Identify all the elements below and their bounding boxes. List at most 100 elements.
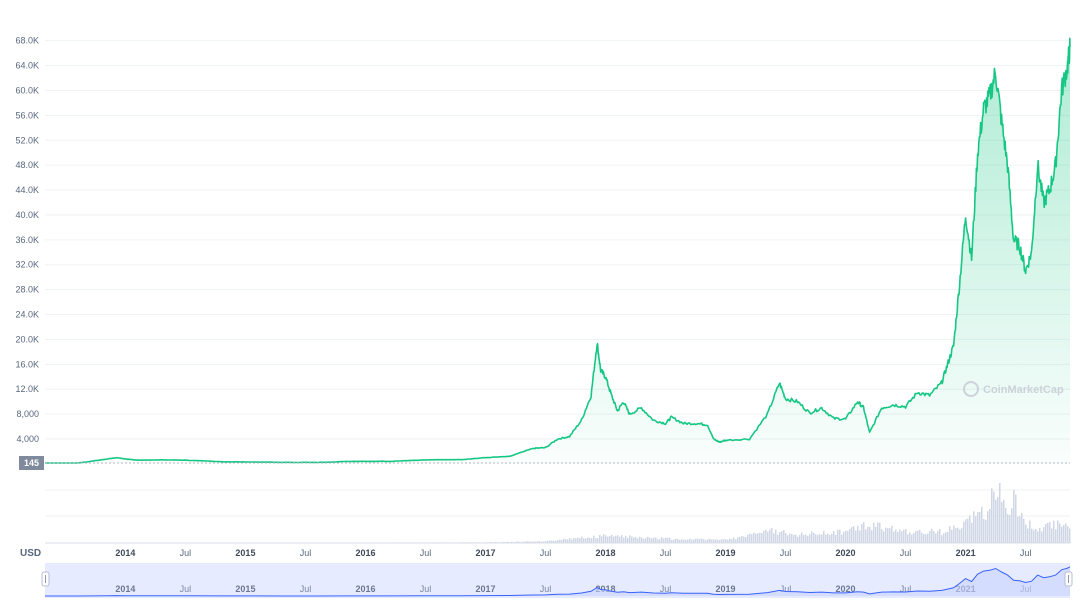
navigator-tick-label: Jul: [780, 584, 792, 594]
volume-bar: [717, 539, 719, 543]
volume-bar: [959, 529, 961, 543]
volume-bar: [859, 530, 861, 543]
x-tick-label: 2020: [836, 548, 856, 558]
volume-bar: [835, 534, 837, 543]
volume-bar: [747, 534, 749, 543]
volume-bar: [685, 539, 687, 543]
volume-bar: [1017, 516, 1019, 543]
volume-bar: [727, 539, 729, 543]
volume-bar: [531, 541, 533, 543]
y-tick-label: 40.0K: [15, 210, 39, 220]
navigator-tick-label: 2018: [595, 584, 615, 594]
volume-bar: [841, 534, 843, 543]
volume-bar: [697, 538, 699, 543]
volume-bar: [713, 539, 715, 543]
x-tick-label: Jul: [900, 548, 912, 558]
volume-bar: [911, 534, 913, 543]
volume-bar: [807, 535, 809, 543]
volume-bar: [975, 516, 977, 543]
volume-bar: [677, 538, 679, 543]
navigator-tick-label: 2016: [355, 584, 375, 594]
volume-bar: [971, 522, 973, 543]
volume-bar: [515, 541, 517, 543]
navigator-handle-left[interactable]: [41, 571, 50, 587]
y-tick-label: 20.0K: [15, 334, 39, 344]
volume-bar: [585, 538, 587, 543]
price-series[interactable]: [45, 37, 1071, 464]
volume-bar: [661, 537, 663, 543]
volume-bar: [729, 538, 731, 543]
volume-bar: [951, 529, 953, 543]
grid-lines: [45, 40, 1070, 517]
volume-bar: [887, 528, 889, 543]
volume-bar: [993, 491, 995, 543]
volume-bar: [637, 538, 639, 543]
volume-bar: [913, 532, 915, 543]
navigator[interactable]: 2014 Jul 2015 Jul 2016 Jul 2017 Jul 2018 Jul 2019 J…: [41, 563, 1073, 598]
navigator-area: [45, 566, 1070, 596]
volume-bar: [715, 539, 717, 543]
volume-bar: [935, 533, 937, 543]
volume-bar: [743, 536, 745, 543]
volume-bar: [563, 538, 565, 543]
volume-bar: [789, 533, 791, 543]
volume-bar: [557, 540, 559, 543]
volume-bar: [549, 540, 551, 543]
volume-bar: [561, 539, 563, 543]
volume-bar: [1007, 514, 1009, 543]
volume-bar: [771, 528, 773, 543]
volume-bar: [943, 533, 945, 543]
volume-bar: [1041, 531, 1043, 543]
volume-bar: [669, 537, 671, 543]
volume-bar: [659, 539, 661, 543]
volume-bar: [929, 530, 931, 543]
volume-bar: [695, 538, 697, 543]
volume-bar: [1011, 508, 1013, 543]
navigator-tick-label: 2015: [235, 584, 255, 594]
volume-bar: [839, 529, 841, 543]
volume-bar: [1051, 528, 1053, 543]
volume-bar: [755, 533, 757, 543]
volume-bar: [903, 529, 905, 543]
volume-bar: [1043, 527, 1045, 543]
volume-bar: [927, 533, 929, 543]
volume-bar: [905, 528, 907, 543]
volume-bar: [997, 497, 999, 543]
volume-bar: [643, 538, 645, 543]
volume-bar: [961, 528, 963, 543]
volume-bar: [691, 539, 693, 543]
volume-bar: [775, 529, 777, 543]
volume-bar: [707, 539, 709, 543]
y-tick-label: 64.0K: [15, 61, 39, 71]
volume-bar: [855, 530, 857, 543]
volume-bar: [507, 541, 509, 543]
x-tick-label: Jul: [420, 548, 432, 558]
volume-bar: [871, 530, 873, 543]
volume-bar: [891, 525, 893, 543]
volume-bar: [881, 529, 883, 543]
volume-bar: [817, 534, 819, 543]
volume-bar: [933, 531, 935, 543]
volume-bar: [541, 541, 543, 543]
volume-bar: [1055, 529, 1057, 543]
y-tick-label: 32.0K: [15, 260, 39, 270]
volume-bar: [577, 537, 579, 543]
volume-bar: [619, 536, 621, 543]
volume-bar: [1057, 520, 1059, 543]
volume-bar: [733, 537, 735, 543]
y-tick-label: 44.0K: [15, 185, 39, 195]
navigator-handle-right[interactable]: [1064, 571, 1073, 587]
volume-bars: [235, 483, 1071, 543]
volume-bar: [885, 527, 887, 543]
volume-bar: [737, 537, 739, 543]
x-tick-label: Jul: [180, 548, 192, 558]
volume-bar: [1039, 527, 1041, 543]
volume-bar: [793, 534, 795, 543]
volume-bar: [649, 537, 651, 543]
start-price-badge: 145: [19, 456, 44, 470]
navigator-tick-label: Jul: [420, 584, 432, 594]
volume-bar: [1021, 513, 1023, 543]
volume-bar: [883, 531, 885, 543]
volume-bar: [873, 522, 875, 543]
